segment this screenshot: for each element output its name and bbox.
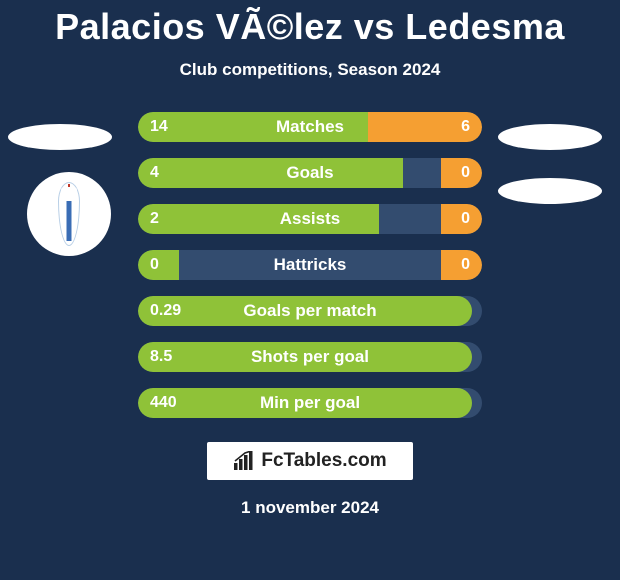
stat-row: 20Assists <box>0 204 620 234</box>
bar-left <box>138 158 403 188</box>
stat-value-right: 0 <box>461 250 470 280</box>
stat-value-left: 14 <box>150 112 168 142</box>
stat-value-left: 440 <box>150 388 177 418</box>
comparison-chart: 146Matches40Goals20Assists00Hattricks0.2… <box>0 112 620 434</box>
bar-track <box>138 112 482 142</box>
brand-badge: FcTables.com <box>207 442 412 480</box>
stat-value-left: 8.5 <box>150 342 172 372</box>
bar-left <box>138 388 472 418</box>
bar-track <box>138 250 482 280</box>
subtitle: Club competitions, Season 2024 <box>180 60 441 80</box>
bar-track <box>138 388 482 418</box>
stat-row: 146Matches <box>0 112 620 142</box>
stat-row: 0.29Goals per match <box>0 296 620 326</box>
date-text: 1 november 2024 <box>241 498 379 518</box>
bar-left <box>138 204 379 234</box>
stat-value-left: 4 <box>150 158 159 188</box>
stat-row: 00Hattricks <box>0 250 620 280</box>
brand-text: FcTables.com <box>261 450 386 472</box>
bar-track <box>138 296 482 326</box>
page-title: Palacios VÃ©lez vs Ledesma <box>55 6 565 48</box>
brand-chart-icon <box>233 451 255 471</box>
bar-track <box>138 204 482 234</box>
stat-value-left: 0 <box>150 250 159 280</box>
stat-row: 40Goals <box>0 158 620 188</box>
stat-value-right: 6 <box>461 112 470 142</box>
content-root: Palacios VÃ©lez vs Ledesma Club competit… <box>0 0 620 580</box>
stat-value-right: 0 <box>461 204 470 234</box>
stat-value-left: 2 <box>150 204 159 234</box>
stat-row: 440Min per goal <box>0 388 620 418</box>
bar-track <box>138 158 482 188</box>
stat-value-right: 0 <box>461 158 470 188</box>
bar-left <box>138 112 368 142</box>
stat-row: 8.5Shots per goal <box>0 342 620 372</box>
bar-track <box>138 342 482 372</box>
bar-left <box>138 342 472 372</box>
stat-value-left: 0.29 <box>150 296 181 326</box>
bar-left <box>138 296 472 326</box>
